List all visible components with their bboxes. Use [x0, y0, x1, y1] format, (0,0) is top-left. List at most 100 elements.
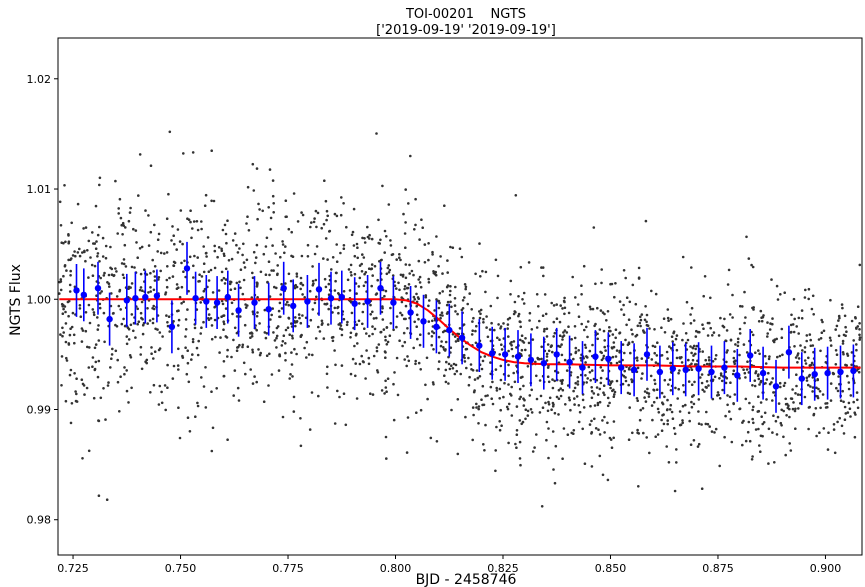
raw-data-point	[153, 223, 156, 227]
raw-data-point	[745, 368, 749, 371]
raw-data-point	[262, 252, 266, 256]
raw-data-point	[474, 341, 478, 345]
raw-data-point	[193, 254, 196, 258]
raw-data-point	[190, 358, 193, 361]
raw-data-point	[255, 314, 259, 318]
raw-data-point	[213, 318, 217, 322]
raw-data-point	[610, 380, 614, 383]
raw-data-point	[702, 327, 705, 331]
raw-data-point	[153, 275, 157, 278]
raw-data-point	[69, 421, 73, 425]
raw-data-point	[125, 389, 129, 393]
raw-data-point	[309, 225, 312, 229]
raw-data-point	[561, 378, 564, 382]
raw-data-point	[349, 263, 353, 267]
binned-data-point	[153, 269, 161, 323]
raw-data-point	[402, 331, 406, 335]
raw-data-point	[797, 332, 800, 335]
raw-data-point	[779, 421, 783, 425]
raw-data-point	[110, 353, 114, 356]
raw-data-point	[398, 288, 401, 292]
raw-data-point	[635, 333, 639, 337]
raw-data-point	[598, 400, 602, 404]
raw-data-point	[682, 384, 685, 387]
raw-data-point	[403, 232, 407, 235]
raw-data-point	[653, 382, 657, 386]
raw-data-point	[160, 390, 163, 394]
raw-data-point	[493, 328, 496, 332]
raw-data-point	[262, 400, 266, 404]
y-tick-label: 0.98	[27, 514, 52, 527]
raw-data-point	[462, 323, 466, 326]
raw-data-point	[843, 405, 847, 409]
raw-data-point	[752, 421, 755, 425]
raw-data-point	[799, 344, 802, 347]
raw-data-point	[794, 427, 797, 431]
raw-data-point	[437, 299, 441, 303]
raw-data-point	[367, 362, 371, 366]
raw-data-point	[804, 288, 807, 292]
raw-data-point	[590, 432, 593, 435]
raw-data-point	[846, 411, 850, 414]
raw-data-point	[599, 366, 603, 369]
raw-data-point	[92, 311, 96, 314]
raw-data-point	[635, 356, 639, 360]
raw-data-point	[241, 345, 244, 349]
raw-data-point	[360, 270, 364, 273]
raw-data-point	[68, 373, 72, 377]
raw-data-point	[342, 317, 346, 321]
raw-data-point	[642, 329, 645, 332]
raw-data-point	[326, 365, 329, 369]
raw-data-point	[249, 368, 252, 371]
raw-data-point	[750, 458, 754, 461]
raw-data-point	[99, 276, 102, 280]
raw-data-point	[104, 244, 108, 248]
raw-data-point	[171, 377, 175, 380]
raw-data-point	[172, 364, 176, 368]
raw-data-point	[265, 332, 269, 335]
raw-data-point	[98, 306, 102, 310]
raw-data-point	[557, 413, 560, 416]
raw-data-point	[687, 380, 691, 383]
raw-data-point	[300, 211, 303, 214]
raw-data-point	[152, 357, 155, 360]
raw-data-point	[475, 402, 478, 406]
raw-data-point	[111, 312, 115, 315]
raw-data-point	[412, 346, 416, 350]
raw-data-point	[227, 259, 231, 262]
raw-data-point	[481, 269, 484, 273]
raw-data-point	[90, 263, 94, 267]
raw-data-point	[541, 266, 545, 269]
raw-data-point	[434, 273, 438, 277]
raw-data-point	[280, 344, 284, 347]
raw-data-point	[383, 350, 387, 353]
raw-data-point	[63, 265, 67, 268]
raw-data-point	[149, 271, 152, 275]
raw-data-point	[369, 267, 373, 271]
raw-data-point	[222, 276, 226, 280]
raw-data-point	[152, 288, 156, 292]
raw-data-point	[442, 348, 446, 351]
raw-data-point	[191, 353, 194, 356]
raw-data-point	[255, 328, 258, 332]
raw-data-point	[793, 409, 797, 413]
raw-data-point	[270, 313, 274, 317]
raw-data-point	[621, 382, 625, 386]
raw-data-point	[220, 315, 223, 319]
raw-data-point	[295, 272, 299, 276]
raw-data-point	[558, 334, 562, 338]
raw-data-point	[765, 398, 768, 401]
raw-data-point	[726, 349, 729, 352]
raw-data-point	[284, 342, 287, 345]
raw-data-point	[663, 378, 667, 382]
raw-data-point	[128, 211, 132, 214]
raw-data-point	[485, 315, 488, 318]
raw-data-point	[195, 220, 199, 223]
raw-data-point	[157, 348, 161, 352]
raw-data-point	[209, 317, 213, 320]
raw-data-point	[780, 424, 783, 427]
raw-data-point	[557, 397, 561, 401]
raw-data-point	[732, 356, 736, 360]
raw-data-point	[471, 320, 474, 323]
raw-data-point	[203, 204, 207, 207]
